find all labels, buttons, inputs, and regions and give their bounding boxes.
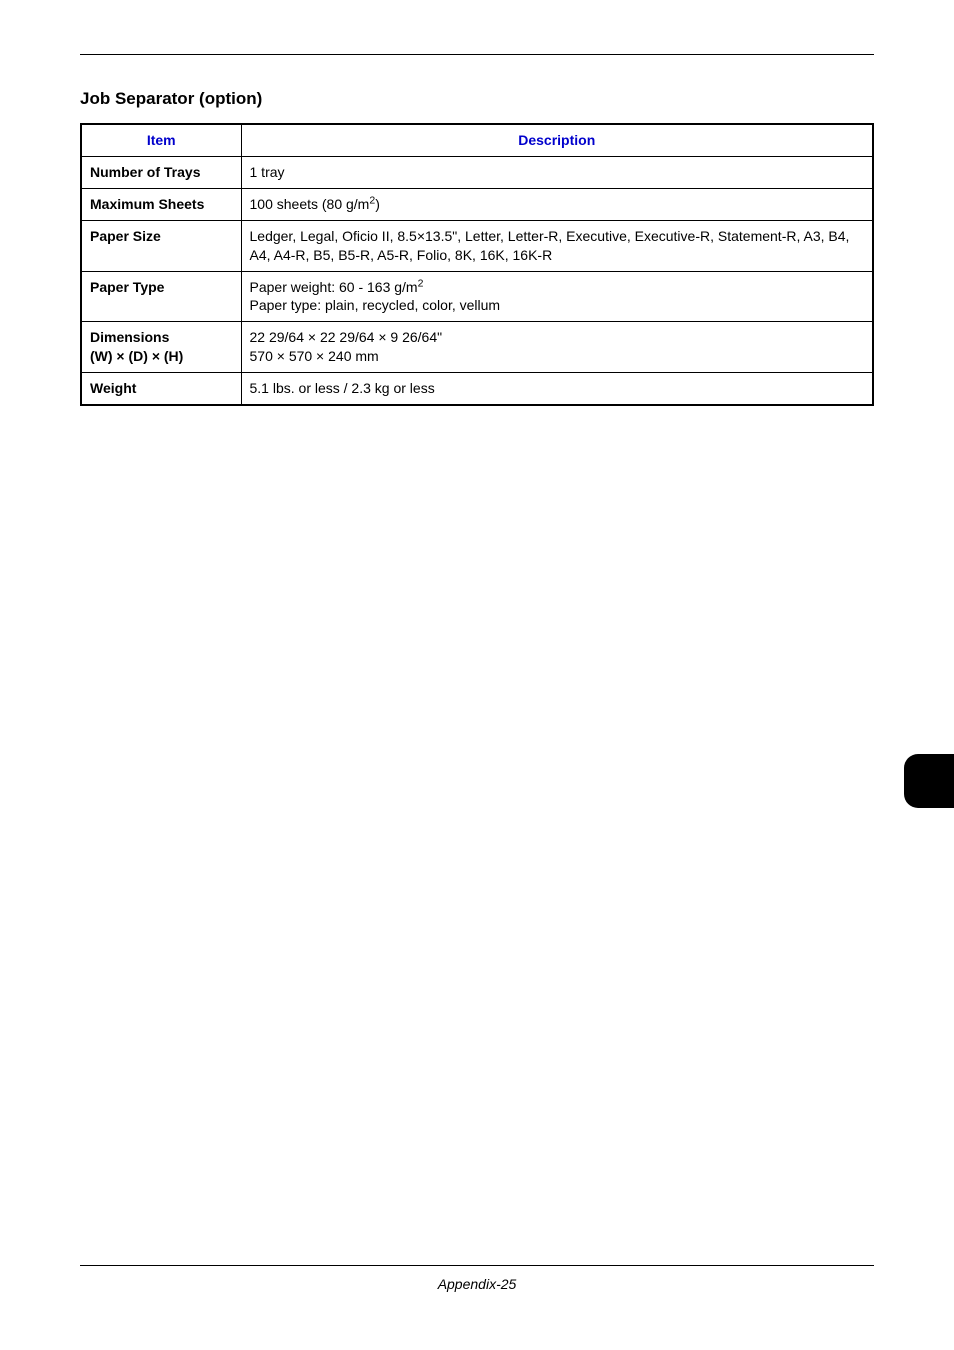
page-footer: Appendix-25 <box>80 1265 874 1294</box>
table-row: Paper TypePaper weight: 60 - 163 g/m2Pap… <box>81 271 873 322</box>
row-description: 1 tray <box>241 157 873 189</box>
top-rule <box>80 54 874 55</box>
section-title: Job Separator (option) <box>80 89 874 109</box>
row-item: Paper Size <box>81 220 241 271</box>
row-item: Number of Trays <box>81 157 241 189</box>
table-row: Weight5.1 lbs. or less / 2.3 kg or less <box>81 373 873 405</box>
row-item: Weight <box>81 373 241 405</box>
row-item: Maximum Sheets <box>81 188 241 220</box>
page-content: Job Separator (option) Item Description … <box>80 54 874 1290</box>
col-header-description: Description <box>241 124 873 157</box>
spec-table: Item Description Number of Trays1 trayMa… <box>80 123 874 406</box>
row-item: Dimensions(W) × (D) × (H) <box>81 322 241 373</box>
row-description: 100 sheets (80 g/m2) <box>241 188 873 220</box>
table-header-row: Item Description <box>81 124 873 157</box>
row-description: Paper weight: 60 - 163 g/m2Paper type: p… <box>241 271 873 322</box>
table-row: Paper SizeLedger, Legal, Oficio II, 8.5×… <box>81 220 873 271</box>
row-item: Paper Type <box>81 271 241 322</box>
table-row: Maximum Sheets100 sheets (80 g/m2) <box>81 188 873 220</box>
side-tab <box>904 754 954 808</box>
footer-label: Appendix-25 <box>438 1276 517 1292</box>
row-description: 22 29/64 × 22 29/64 × 9 26/64"570 × 570 … <box>241 322 873 373</box>
row-description: 5.1 lbs. or less / 2.3 kg or less <box>241 373 873 405</box>
col-header-item: Item <box>81 124 241 157</box>
table-row: Dimensions(W) × (D) × (H)22 29/64 × 22 2… <box>81 322 873 373</box>
footer-rule <box>80 1265 874 1266</box>
table-row: Number of Trays1 tray <box>81 157 873 189</box>
row-description: Ledger, Legal, Oficio II, 8.5×13.5", Let… <box>241 220 873 271</box>
